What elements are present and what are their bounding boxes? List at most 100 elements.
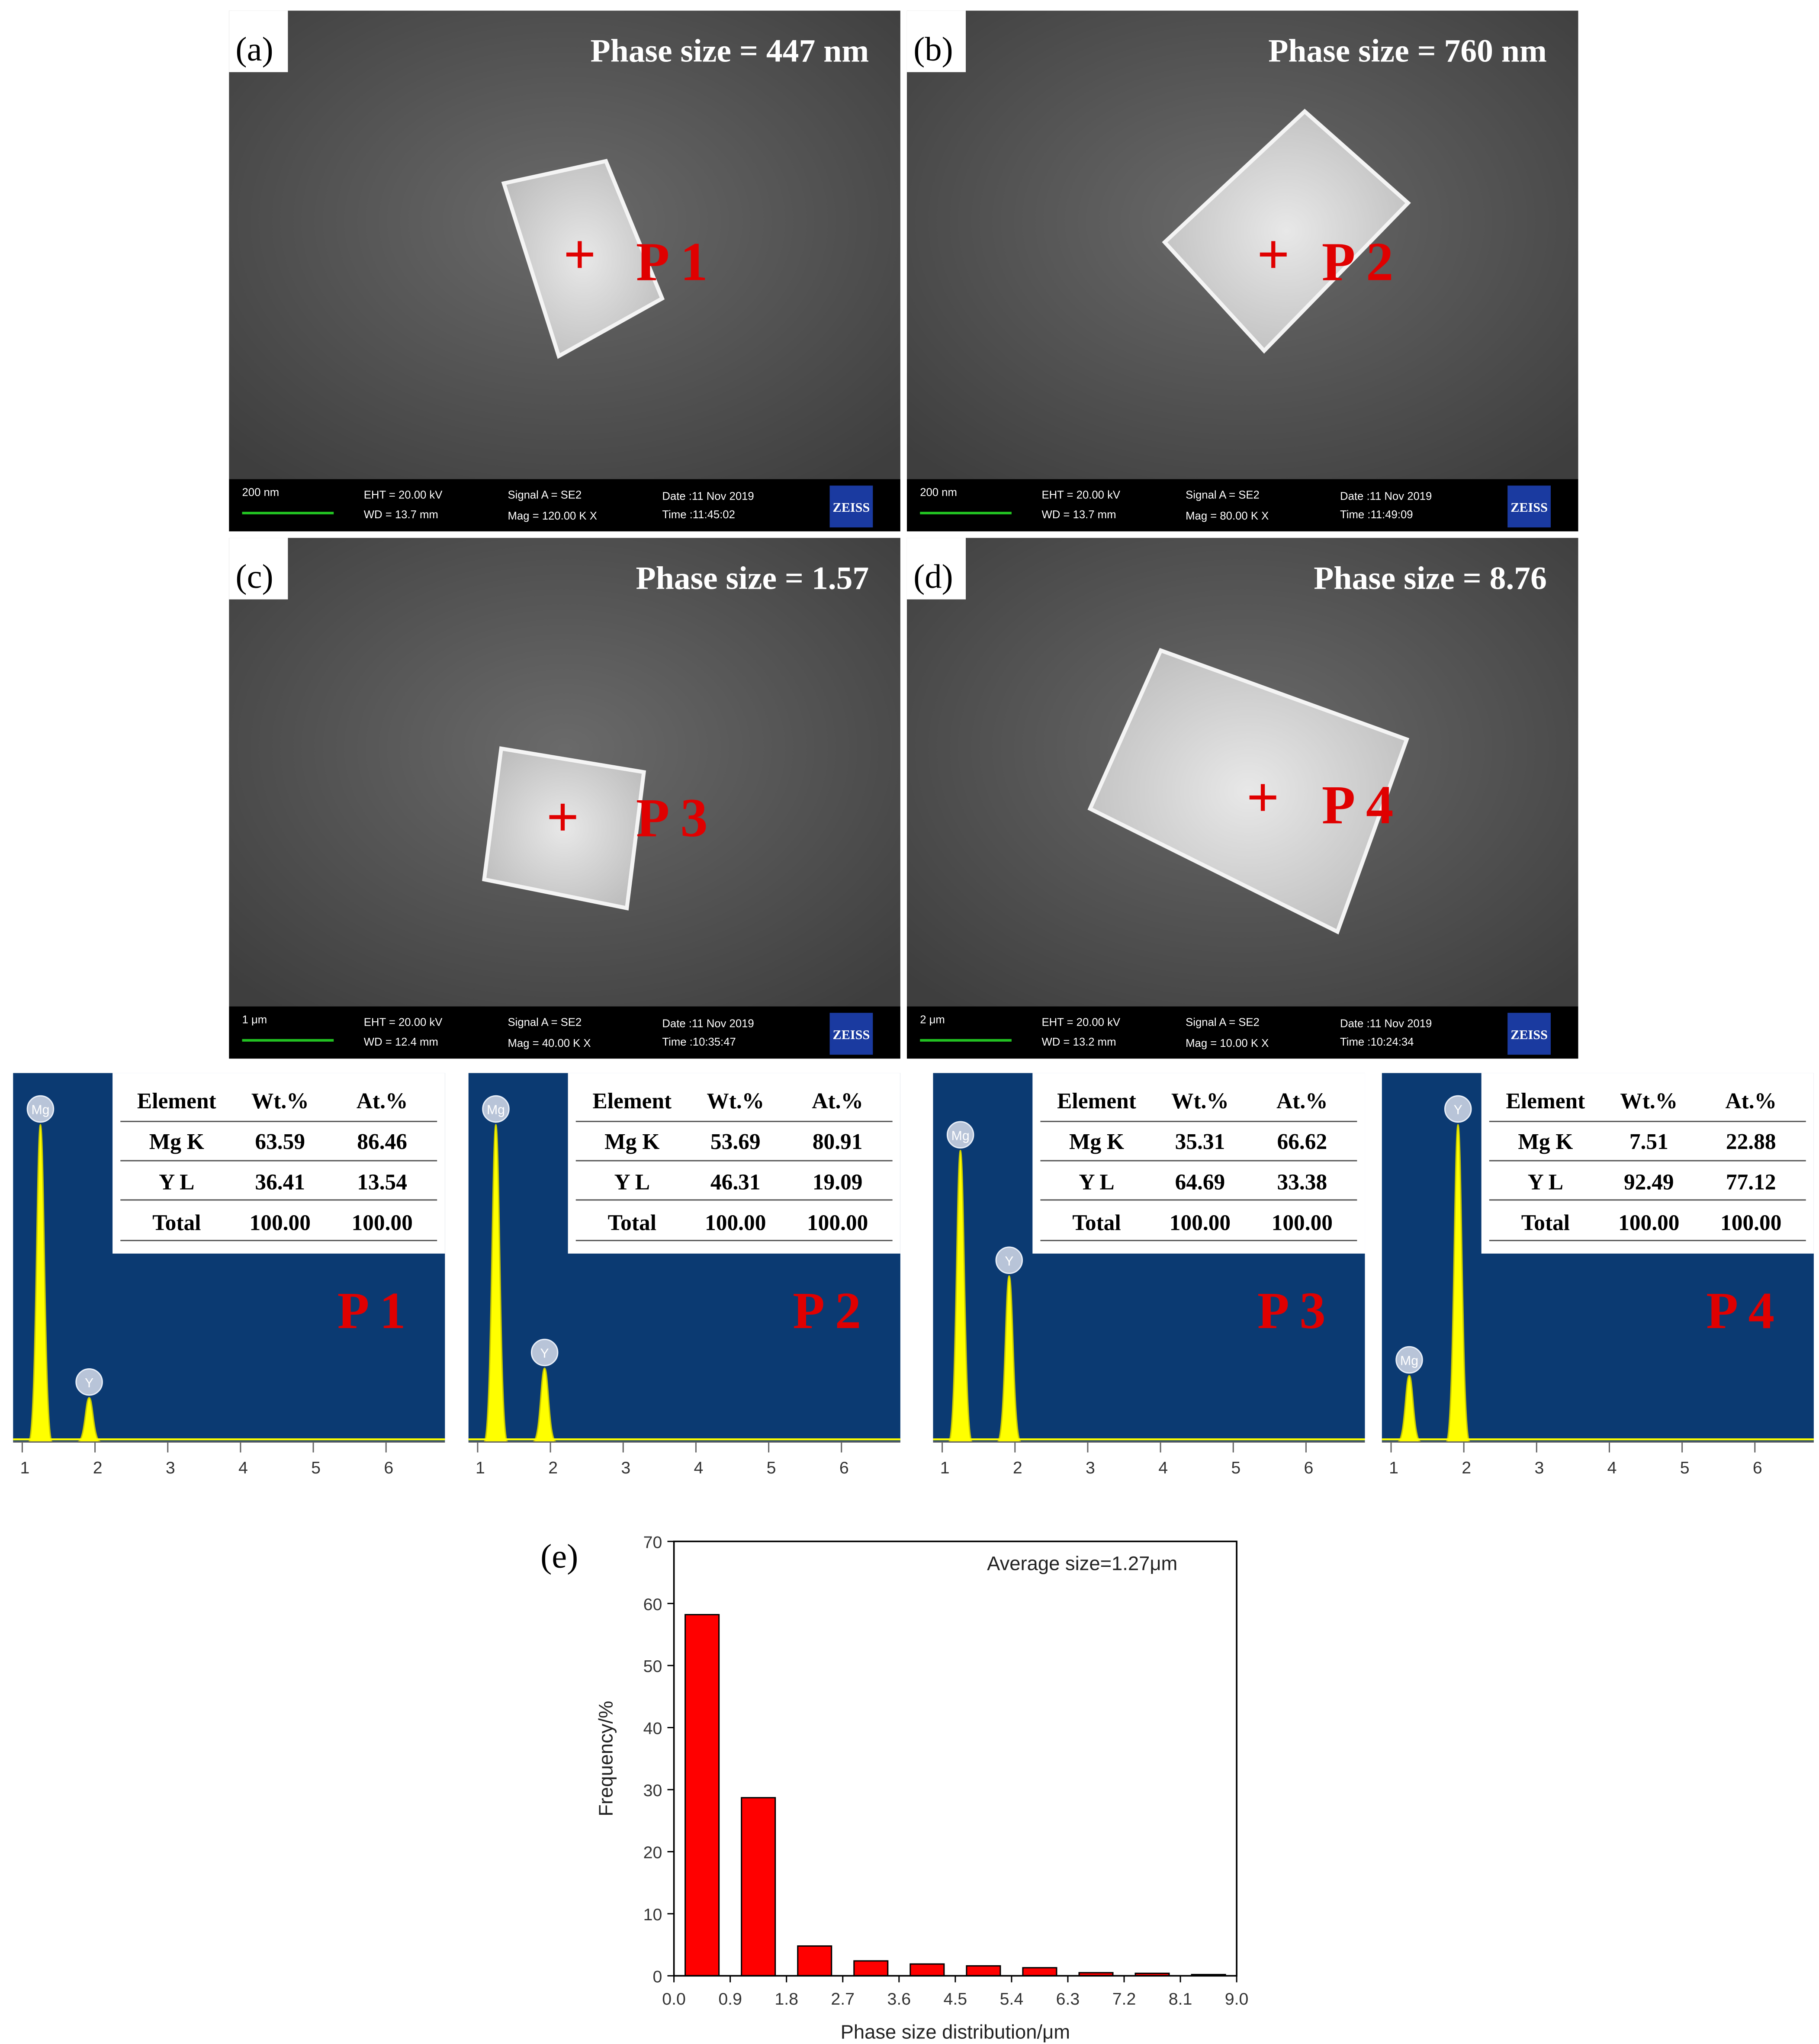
bar — [853, 1960, 889, 1977]
eht: EHT = 20.00 kV — [364, 1017, 443, 1029]
annotation: Average size=1.27μm — [987, 1553, 1177, 1575]
table-cell: 92.49 — [1624, 1170, 1674, 1195]
brand: ZEISS — [833, 500, 870, 515]
spectrum-peak — [948, 1150, 973, 1443]
magnification: Mag = 10.00 K X — [1186, 1037, 1269, 1049]
table-header: At.% — [1276, 1089, 1328, 1113]
table-cell: Total — [1072, 1210, 1121, 1235]
table-bg — [568, 1073, 900, 1254]
y-tick-label: 40 — [643, 1719, 662, 1738]
table-cell: Y L — [614, 1170, 650, 1195]
table-header: Wt.% — [1171, 1089, 1229, 1113]
table-cell: Y L — [1079, 1170, 1114, 1195]
table-header: Element — [592, 1089, 672, 1113]
point-label: P 1 — [636, 232, 708, 292]
brand: ZEISS — [1510, 500, 1548, 515]
magnification: Mag = 120.00 K X — [508, 510, 597, 522]
date: Date :11 Nov 2019 — [662, 491, 754, 503]
x-axis-label: Phase size distribution/μm — [841, 2021, 1070, 2043]
bar — [1022, 1967, 1057, 1977]
panel-label: (d) — [913, 558, 953, 595]
cross-marker: + — [1257, 222, 1290, 286]
y-tick-label: 50 — [643, 1657, 662, 1676]
spectrum-peak — [77, 1397, 101, 1443]
table-cell: 100.00 — [1272, 1210, 1333, 1235]
panel-label: (c) — [235, 558, 273, 595]
table-cell: Mg K — [1069, 1129, 1124, 1154]
table-header: At.% — [1725, 1089, 1777, 1113]
peak-label: Mg — [1400, 1354, 1418, 1368]
panel-label: (b) — [913, 31, 953, 68]
table-cell: 33.38 — [1277, 1170, 1327, 1195]
x-tick-label: 3 — [621, 1458, 630, 1477]
table-header: Wt.% — [707, 1089, 764, 1113]
time: Time :11:49:09 — [1340, 509, 1413, 521]
table-bg — [112, 1073, 445, 1254]
table-cell: 53.69 — [710, 1129, 761, 1154]
x-tick-label: 1 — [940, 1458, 950, 1477]
phase-size: Phase size = 8.76 — [1314, 560, 1547, 596]
x-tick-label: 1.8 — [775, 1989, 798, 2009]
x-tick-label: 6.3 — [1056, 1989, 1080, 2009]
peak-label-badge — [946, 1121, 974, 1149]
table-cell: 100.00 — [807, 1210, 868, 1235]
crystal — [1087, 648, 1410, 935]
x-tick-label: 4 — [238, 1458, 248, 1477]
table-cell: 100.00 — [1618, 1210, 1679, 1235]
x-tick-label: 2 — [548, 1458, 558, 1477]
table-cell: Y L — [159, 1170, 194, 1195]
panel-label: (a) — [235, 31, 273, 68]
x-tick-label: 4 — [1607, 1458, 1617, 1477]
peak-label-badge — [1395, 1346, 1423, 1374]
signal: Signal A = SE2 — [1186, 1017, 1260, 1029]
info-bar — [229, 479, 900, 532]
x-tick-label: 2 — [93, 1458, 103, 1477]
panel-label: (e) — [540, 1538, 578, 1576]
y-axis-label: Frequency/% — [595, 1701, 617, 1816]
peak-label-badge — [995, 1246, 1023, 1274]
table-cell: 13.54 — [357, 1170, 407, 1195]
x-tick-label: 2 — [1462, 1458, 1471, 1477]
x-tick-label: 4.5 — [944, 1989, 967, 2009]
crystal — [482, 746, 646, 911]
spectrum-peak — [996, 1275, 1022, 1443]
table-cell: 80.91 — [813, 1129, 863, 1154]
bar — [741, 1797, 776, 1977]
info-bar — [906, 1006, 1578, 1059]
brand-box — [1507, 485, 1551, 528]
table-cell: 19.09 — [813, 1170, 863, 1195]
x-tick-label: 1 — [20, 1458, 30, 1477]
brand-box — [829, 1013, 873, 1055]
brand: ZEISS — [833, 1027, 870, 1042]
x-tick-label: 5 — [1231, 1458, 1241, 1477]
table-cell: 77.12 — [1726, 1170, 1776, 1195]
signal: Signal A = SE2 — [508, 1017, 582, 1029]
table-cell: 100.00 — [351, 1210, 412, 1235]
peak-label-badge — [530, 1338, 559, 1367]
table-cell: Total — [152, 1210, 201, 1235]
table-header: At.% — [812, 1089, 863, 1113]
bar — [685, 1614, 720, 1977]
time: Time :10:24:34 — [1340, 1036, 1414, 1048]
x-tick-label: 6 — [1753, 1458, 1762, 1477]
x-tick-label: 2.7 — [831, 1989, 855, 2009]
magnification: Mag = 40.00 K X — [508, 1037, 591, 1049]
point-label: P 3 — [636, 788, 708, 848]
peak-label: Y — [540, 1347, 549, 1361]
date: Date :11 Nov 2019 — [662, 1018, 754, 1030]
crystal — [501, 159, 665, 359]
x-tick-label: 3.6 — [887, 1989, 911, 2009]
panel-label-box — [906, 10, 966, 72]
scale-bar-label: 200 nm — [242, 487, 280, 499]
peak-label-badge — [1444, 1095, 1472, 1123]
x-tick-label: 8.1 — [1169, 1989, 1192, 2009]
y-tick-label: 70 — [643, 1533, 662, 1552]
x-tick-label: 3 — [166, 1458, 175, 1477]
date: Date :11 Nov 2019 — [1340, 491, 1432, 503]
peak-label-badge — [482, 1095, 510, 1123]
table-header: Element — [1506, 1089, 1585, 1113]
signal: Signal A = SE2 — [508, 489, 582, 501]
point-label: P 4 — [1322, 775, 1394, 835]
x-tick-label: 5.4 — [1000, 1989, 1024, 2009]
